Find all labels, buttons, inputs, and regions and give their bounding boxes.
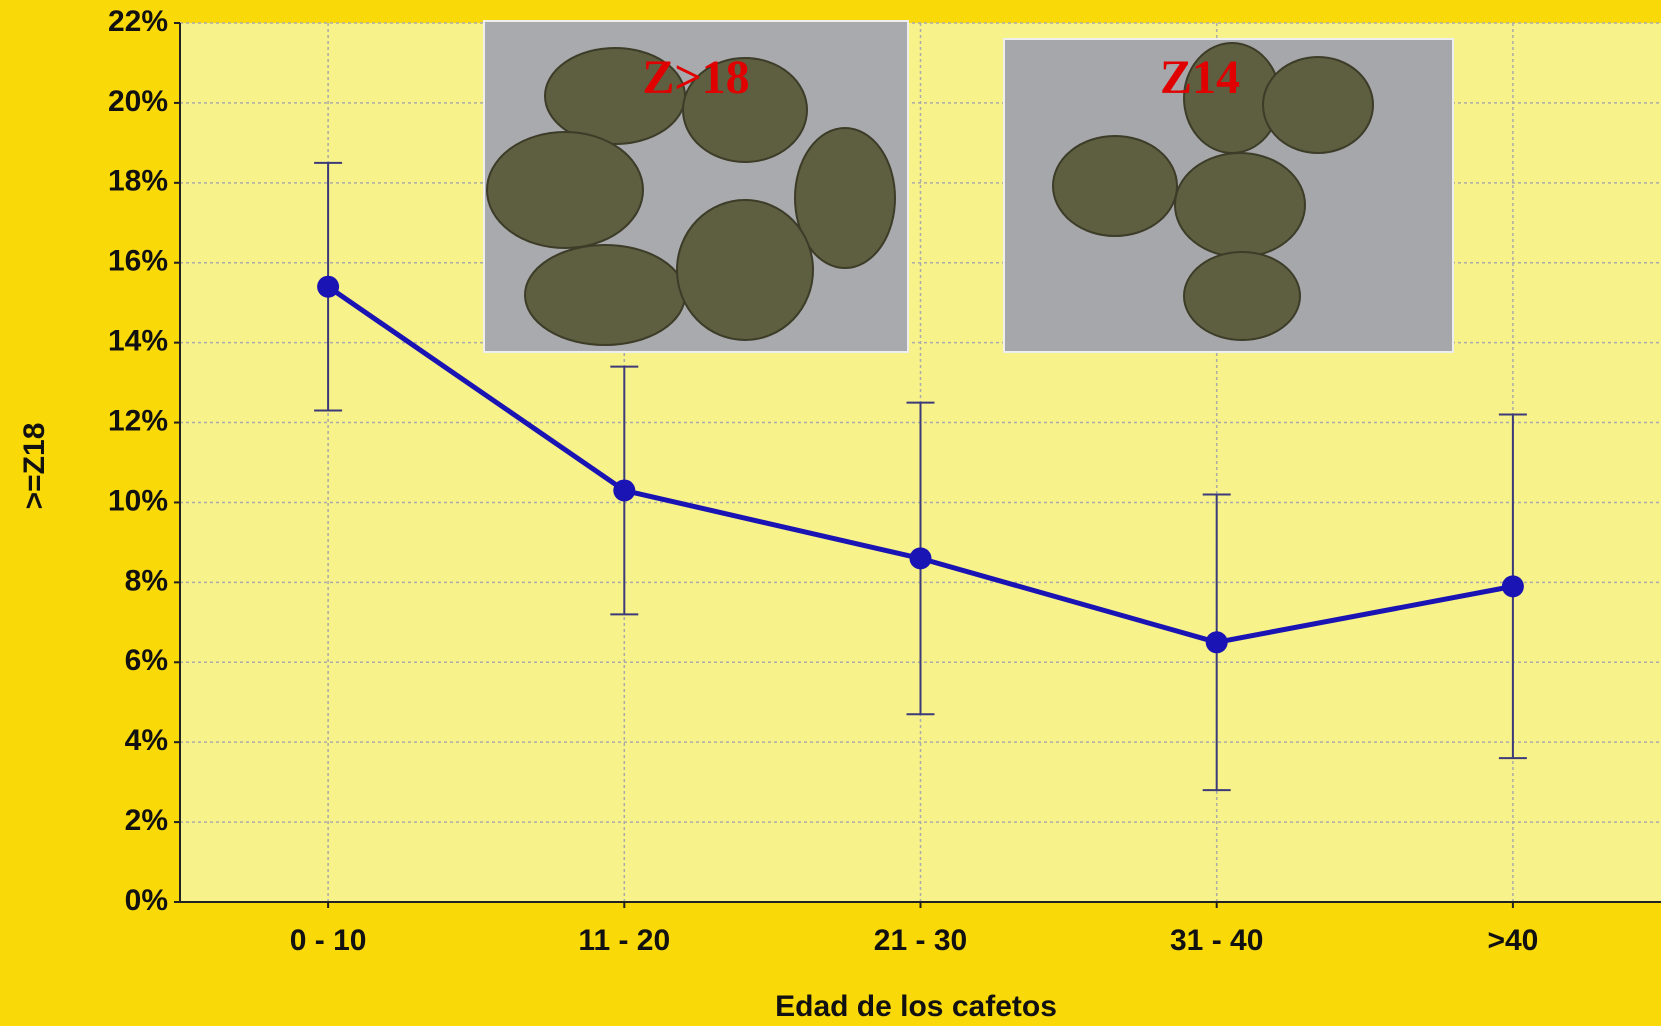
y-tick-label: 12%	[108, 404, 168, 437]
y-tick-label: 18%	[108, 165, 168, 198]
bean	[1174, 152, 1306, 258]
y-tick-label: 14%	[108, 325, 168, 358]
x-axis-title: Edad de los cafetos	[775, 990, 1057, 1023]
x-tick-label: 11 - 20	[578, 924, 670, 957]
x-tick-label: 31 - 40	[1170, 924, 1263, 957]
x-tick-label: >40	[1487, 924, 1538, 957]
marks	[314, 161, 1527, 792]
marker	[613, 479, 636, 502]
y-tick-label: 4%	[125, 724, 168, 757]
photo: Z14	[1003, 38, 1454, 353]
marker	[1501, 575, 1524, 598]
y-tick-label: 20%	[108, 85, 168, 118]
x-tick-label: 21 - 30	[874, 924, 967, 957]
y-tick-label: 16%	[108, 245, 168, 278]
y-tick-label: 22%	[108, 5, 168, 38]
marker	[317, 275, 340, 298]
bean	[1183, 251, 1301, 341]
photo-label: Z>18	[642, 51, 749, 104]
y-axis-title: >=Z18	[18, 423, 51, 510]
marker	[1205, 631, 1228, 654]
bean	[486, 131, 644, 249]
y-tick-label: 0%	[125, 884, 168, 917]
bean	[676, 199, 814, 341]
marker	[909, 547, 932, 570]
bean	[682, 57, 808, 163]
bean	[1052, 135, 1178, 237]
bean	[794, 127, 896, 269]
photo-label: Z14	[1160, 51, 1240, 104]
x-tick-label: 0 - 10	[290, 924, 367, 957]
y-tick-label: 6%	[125, 644, 168, 677]
y-tick-label: 2%	[125, 804, 168, 837]
bean	[1262, 56, 1374, 154]
photo: Z>18	[483, 20, 909, 353]
y-tick-label: 8%	[125, 564, 168, 597]
bean	[524, 244, 686, 346]
y-tick-label: 10%	[108, 484, 168, 517]
